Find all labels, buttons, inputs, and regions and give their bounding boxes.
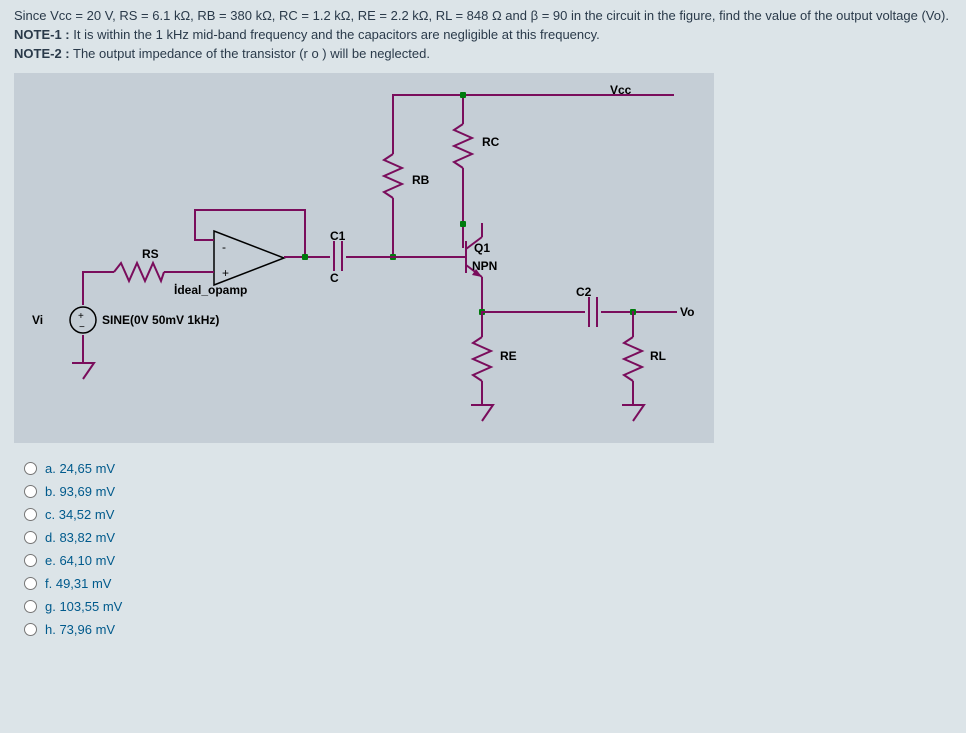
opamp-icon: - + (214, 231, 304, 291)
resistor-rs (114, 263, 164, 281)
option-f[interactable]: f. 49,31 mV (24, 576, 952, 591)
option-a[interactable]: a. 24,65 mV (24, 461, 952, 476)
source-vi: + − (68, 305, 98, 335)
wire (632, 381, 634, 405)
option-label: c. 34,52 mV (45, 507, 114, 522)
option-b[interactable]: b. 93,69 mV (24, 484, 952, 499)
option-label: b. 93,69 mV (45, 484, 115, 499)
label-opamp: İdeal_opamp (174, 283, 247, 297)
option-d[interactable]: d. 83,82 mV (24, 530, 952, 545)
wire (392, 94, 394, 154)
wire (304, 209, 306, 257)
wire (481, 223, 483, 237)
node (302, 254, 308, 260)
capacitor-c2 (585, 297, 601, 327)
resistor-re (473, 337, 491, 381)
option-label: a. 24,65 mV (45, 461, 115, 476)
option-h[interactable]: h. 73,96 mV (24, 622, 952, 637)
wire (82, 335, 84, 363)
capacitor-c1 (330, 241, 346, 271)
radio-e[interactable] (24, 554, 37, 567)
wire (481, 381, 483, 405)
label-rb: RB (412, 173, 429, 187)
label-c: C (330, 271, 339, 285)
wire (194, 209, 306, 211)
ground-icon (471, 405, 493, 423)
label-q1: Q1 (474, 241, 490, 255)
wire (346, 256, 452, 258)
question-note-1: NOTE-1 : It is within the 1 kHz mid-band… (14, 27, 952, 42)
label-sine: SINE(0V 50mV 1kHz) (102, 313, 219, 327)
wire (632, 311, 634, 337)
label-npn: NPN (472, 259, 497, 273)
wire (194, 239, 214, 241)
wire (481, 311, 483, 337)
resistor-rb (384, 154, 402, 198)
radio-a[interactable] (24, 462, 37, 475)
question-block: Since Vcc = 20 V, RS = 6.1 kΩ, RB = 380 … (14, 8, 952, 61)
resistor-rc (454, 124, 472, 168)
circuit-diagram: Vcc RC RB C1 C - + İdeal_opamp RS (14, 73, 714, 443)
wire (601, 311, 677, 313)
ground-icon (622, 405, 644, 423)
wire (194, 209, 196, 239)
question-line-1: Since Vcc = 20 V, RS = 6.1 kΩ, RB = 380 … (14, 8, 952, 23)
label-re: RE (500, 349, 517, 363)
wire (82, 271, 84, 305)
option-label: f. 49,31 mV (45, 576, 111, 591)
radio-g[interactable] (24, 600, 37, 613)
resistor-rl (624, 337, 642, 381)
label-rc: RC (482, 135, 499, 149)
radio-b[interactable] (24, 485, 37, 498)
radio-c[interactable] (24, 508, 37, 521)
wire (82, 271, 114, 273)
label-c1: C1 (330, 229, 345, 243)
wire (481, 277, 483, 311)
label-rs: RS (142, 247, 159, 261)
svg-text:+: + (78, 311, 84, 322)
option-g[interactable]: g. 103,55 mV (24, 599, 952, 614)
option-label: e. 64,10 mV (45, 553, 115, 568)
wire (164, 271, 214, 273)
svg-text:+: + (222, 266, 229, 280)
radio-d[interactable] (24, 531, 37, 544)
wire (392, 94, 674, 96)
radio-h[interactable] (24, 623, 37, 636)
wire (392, 198, 394, 256)
label-vcc: Vcc (610, 83, 631, 97)
label-c2: C2 (576, 285, 591, 299)
option-c[interactable]: c. 34,52 mV (24, 507, 952, 522)
option-label: d. 83,82 mV (45, 530, 115, 545)
options-list: a. 24,65 mV b. 93,69 mV c. 34,52 mV d. 8… (24, 461, 952, 637)
option-label: h. 73,96 mV (45, 622, 115, 637)
svg-text:−: − (79, 322, 85, 333)
node (460, 92, 466, 98)
node (460, 221, 466, 227)
wire (462, 94, 464, 124)
svg-text:-: - (222, 240, 226, 254)
option-e[interactable]: e. 64,10 mV (24, 553, 952, 568)
option-label: g. 103,55 mV (45, 599, 122, 614)
label-rl: RL (650, 349, 666, 363)
label-vo: Vo (680, 305, 694, 319)
radio-f[interactable] (24, 577, 37, 590)
ground-icon (72, 363, 94, 381)
question-note-2: NOTE-2 : The output impedance of the tra… (14, 46, 952, 61)
wire (481, 311, 585, 313)
label-vi: Vi (32, 313, 43, 327)
wire (284, 256, 304, 258)
